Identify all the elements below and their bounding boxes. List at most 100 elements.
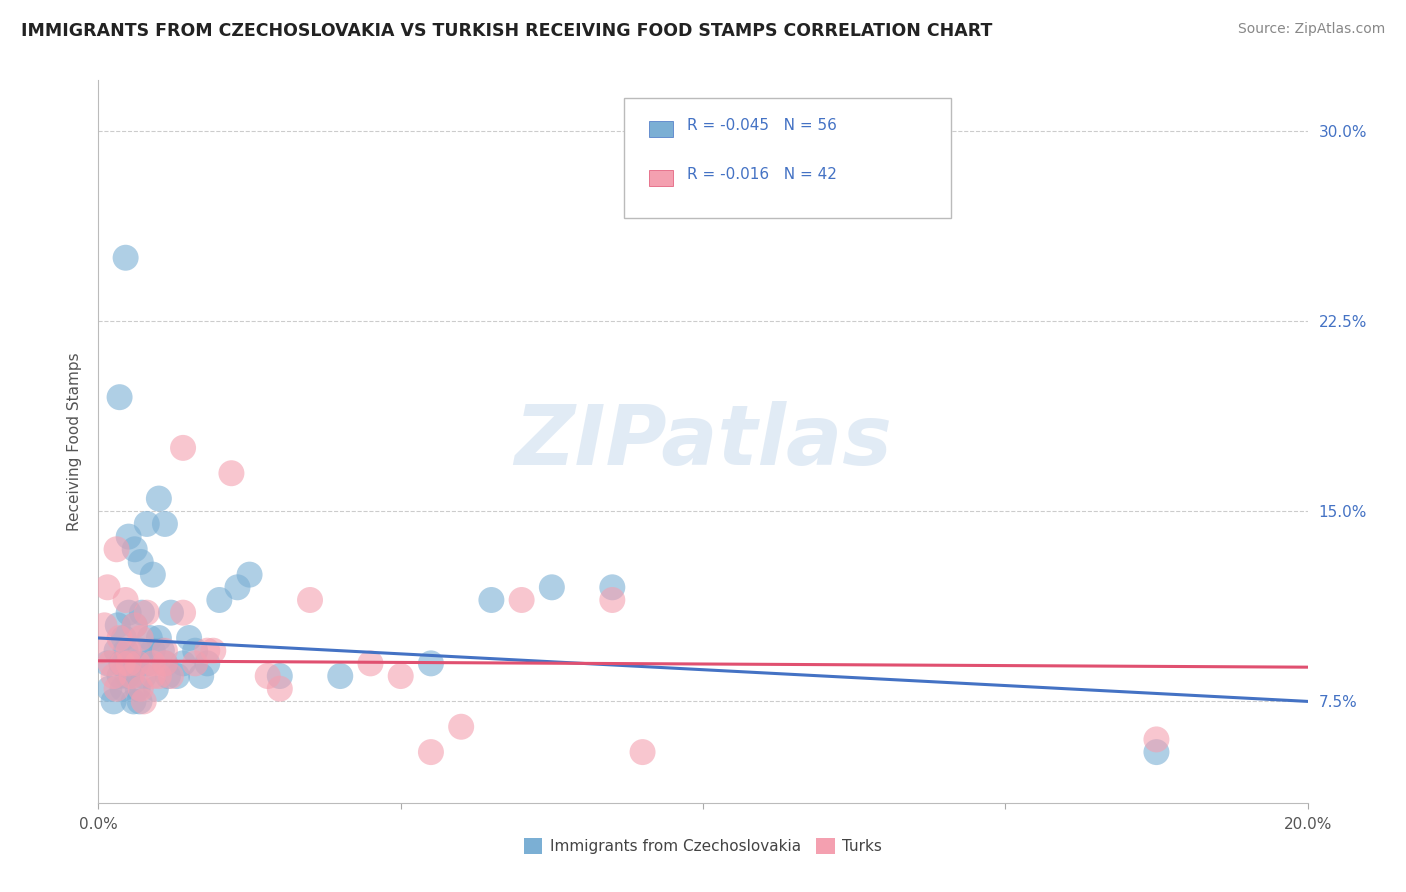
Point: [148, 491, 170, 506]
Point: [111, 657, 134, 671]
Point: [118, 657, 141, 671]
FancyBboxPatch shape: [648, 121, 672, 137]
FancyBboxPatch shape: [648, 169, 672, 186]
Point: [389, 669, 412, 683]
Point: [118, 606, 141, 620]
Point: [142, 567, 165, 582]
Point: [142, 669, 165, 683]
Text: Source: ZipAtlas.com: Source: ZipAtlas.com: [1237, 22, 1385, 37]
Point: [121, 669, 143, 683]
Point: [148, 631, 170, 645]
Point: [160, 669, 183, 683]
Point: [172, 441, 194, 455]
Point: [139, 631, 162, 645]
Text: R = -0.016   N = 42: R = -0.016 N = 42: [688, 167, 837, 182]
Point: [110, 657, 132, 671]
Point: [129, 555, 152, 569]
Point: [360, 657, 382, 671]
Point: [172, 657, 194, 671]
Point: [1146, 745, 1168, 759]
Point: [111, 681, 134, 696]
Point: [329, 669, 352, 683]
Point: [153, 516, 176, 531]
Point: [299, 593, 322, 607]
Point: [239, 567, 262, 582]
Text: R = -0.045   N = 56: R = -0.045 N = 56: [688, 119, 837, 133]
Point: [153, 643, 176, 657]
Point: [117, 669, 139, 683]
Text: IMMIGRANTS FROM CZECHOSLOVAKIA VS TURKISH RECEIVING FOOD STAMPS CORRELATION CHAR: IMMIGRANTS FROM CZECHOSLOVAKIA VS TURKIS…: [21, 22, 993, 40]
Point: [129, 681, 152, 696]
Point: [540, 580, 562, 594]
Point: [127, 681, 149, 696]
Point: [107, 618, 129, 632]
Point: [118, 657, 141, 671]
Point: [202, 643, 225, 657]
Point: [131, 606, 153, 620]
Point: [93, 618, 115, 632]
Point: [128, 694, 150, 708]
Point: [184, 643, 207, 657]
Point: [114, 593, 136, 607]
FancyBboxPatch shape: [624, 98, 950, 218]
Point: [90, 643, 112, 657]
Point: [96, 657, 118, 671]
Point: [602, 580, 624, 594]
Point: [105, 643, 128, 657]
Point: [108, 669, 131, 683]
Point: [132, 694, 155, 708]
Point: [195, 643, 218, 657]
Point: [256, 669, 278, 683]
Point: [132, 669, 155, 683]
Point: [124, 618, 146, 632]
Point: [108, 390, 131, 404]
Point: [450, 720, 472, 734]
Point: [105, 681, 128, 696]
Point: [114, 251, 136, 265]
Point: [1146, 732, 1168, 747]
Point: [145, 681, 167, 696]
Point: [142, 643, 165, 657]
Point: [510, 593, 533, 607]
Point: [184, 657, 207, 671]
Point: [150, 643, 173, 657]
Point: [98, 681, 121, 696]
Point: [118, 530, 141, 544]
Legend: Immigrants from Czechoslovakia, Turks: Immigrants from Czechoslovakia, Turks: [517, 832, 889, 860]
Point: [166, 669, 188, 683]
Point: [122, 694, 145, 708]
Point: [156, 669, 179, 683]
Point: [135, 657, 157, 671]
Point: [153, 657, 176, 671]
Point: [103, 694, 125, 708]
Point: [129, 643, 152, 657]
Point: [481, 593, 503, 607]
Point: [105, 542, 128, 557]
Point: [269, 669, 291, 683]
Point: [226, 580, 249, 594]
Point: [135, 606, 157, 620]
Point: [269, 681, 291, 696]
Point: [118, 643, 141, 657]
Point: [100, 657, 122, 671]
Point: [108, 631, 131, 645]
Point: [420, 745, 443, 759]
Point: [142, 657, 165, 671]
Y-axis label: Receiving Food Stamps: Receiving Food Stamps: [66, 352, 82, 531]
Point: [221, 467, 243, 481]
Point: [125, 657, 148, 671]
Point: [148, 669, 170, 683]
Point: [129, 631, 152, 645]
Point: [103, 669, 125, 683]
Point: [121, 669, 143, 683]
Point: [135, 516, 157, 531]
Point: [96, 580, 118, 594]
Point: [124, 618, 146, 632]
Text: ZIPatlas: ZIPatlas: [515, 401, 891, 482]
Point: [153, 657, 176, 671]
Point: [127, 657, 149, 671]
Point: [631, 745, 654, 759]
Point: [602, 593, 624, 607]
Point: [172, 606, 194, 620]
Point: [195, 657, 218, 671]
